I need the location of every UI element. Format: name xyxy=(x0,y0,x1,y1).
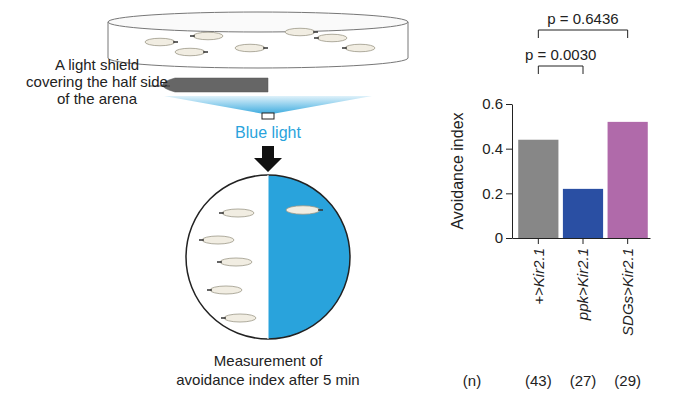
larva-head xyxy=(173,41,178,43)
light-label: Blue light xyxy=(235,124,301,141)
significance-bracket xyxy=(538,66,583,74)
arena-lit-half xyxy=(268,175,350,339)
x-tick-mark xyxy=(538,238,539,244)
larva-head xyxy=(313,31,318,33)
larva-body xyxy=(345,44,375,52)
light-source xyxy=(262,113,274,119)
sample-size: (27) xyxy=(570,372,597,389)
bar xyxy=(608,122,648,238)
significance-bracket xyxy=(538,30,627,38)
light-shield xyxy=(163,78,269,92)
larva-head xyxy=(217,261,222,263)
measurement-label-line: avoidance index after 5 min xyxy=(176,371,359,388)
larva-body xyxy=(175,48,205,56)
larva-head xyxy=(318,209,323,211)
larva-body xyxy=(145,38,175,46)
larva xyxy=(190,32,223,40)
y-tick-label: 0.2 xyxy=(482,185,503,202)
sample-sizes: (n) (43) (27) (29) xyxy=(463,372,641,389)
x-tick-label: SDGs>Kir2.1 xyxy=(619,248,636,336)
larva-head xyxy=(203,51,208,53)
figure: A light shieldcovering the half sideof t… xyxy=(0,0,686,396)
x-tick-mark xyxy=(583,238,584,244)
y-tick: 0 xyxy=(495,229,512,246)
x-tick: +>Kir2.1 xyxy=(530,238,547,305)
significance-label: p = 0.6436 xyxy=(547,10,618,27)
larva-head xyxy=(190,35,195,37)
shield-label: A light shieldcovering the half sideof t… xyxy=(26,56,168,107)
bar xyxy=(563,189,603,238)
larva xyxy=(285,28,318,36)
dish-top xyxy=(108,12,408,32)
x-axis-line xyxy=(513,238,651,239)
x-axis: +>Kir2.1 ppk>Kir2.1 SDGs>Kir2.1 xyxy=(513,238,651,336)
y-tick-mark xyxy=(506,149,512,150)
larva-head xyxy=(263,47,268,49)
larva xyxy=(219,209,254,217)
shield-label-line: of the arena xyxy=(57,90,138,107)
y-tick: 0.4 xyxy=(482,140,512,157)
diagram: A light shieldcovering the half sideof t… xyxy=(26,12,408,388)
y-tick-mark xyxy=(506,104,512,105)
larva-head xyxy=(342,47,347,49)
arrow xyxy=(254,146,282,172)
bar-chart: 0 0.2 0.4 0.6 Avoidance index +>Kir2.1 ppk>Kir… xyxy=(449,10,651,389)
larva-body xyxy=(285,28,315,36)
larva xyxy=(235,44,268,52)
larva xyxy=(314,34,347,42)
larva-head xyxy=(199,239,204,241)
larva-body xyxy=(210,286,242,294)
larva xyxy=(342,44,375,52)
y-tick-mark xyxy=(506,193,512,194)
larva xyxy=(221,314,256,322)
larva-body xyxy=(317,34,347,42)
annotations: p = 0.0030 p = 0.6436 xyxy=(525,10,628,74)
larva-head xyxy=(219,212,224,214)
larva-body xyxy=(224,314,256,322)
larva-body xyxy=(220,258,252,266)
larva xyxy=(199,236,234,244)
y-tick: 0.6 xyxy=(482,95,512,112)
larva-body xyxy=(202,236,234,244)
shield-label-line: covering the half side xyxy=(26,73,168,90)
arena xyxy=(186,175,350,339)
significance-label: p = 0.0030 xyxy=(525,46,596,63)
larva xyxy=(217,258,252,266)
sample-size: (43) xyxy=(525,372,552,389)
x-tick: SDGs>Kir2.1 xyxy=(619,238,636,336)
y-axis-line xyxy=(512,105,513,239)
larva-head xyxy=(314,37,319,39)
bars xyxy=(518,122,648,238)
bar xyxy=(518,140,558,238)
larva-head xyxy=(207,289,212,291)
larva-body xyxy=(235,44,265,52)
x-tick-label: +>Kir2.1 xyxy=(530,248,547,305)
sample-size-header: (n) xyxy=(463,372,481,389)
y-tick-label: 0.6 xyxy=(482,95,503,112)
x-tick: ppk>Kir2.1 xyxy=(574,238,591,321)
measurement-label-line: Measurement of xyxy=(214,352,323,369)
sample-size: (29) xyxy=(614,372,641,389)
larva xyxy=(145,38,178,46)
y-tick-mark xyxy=(506,238,512,239)
arena-divider xyxy=(268,175,269,339)
light-cone xyxy=(164,96,372,114)
y-tick-label: 0 xyxy=(495,229,503,246)
larva xyxy=(175,48,208,56)
larva xyxy=(286,206,323,215)
measurement-label: Measurement of avoidance index after 5 mi… xyxy=(176,352,359,388)
larva-body xyxy=(193,32,223,40)
y-tick: 0.2 xyxy=(482,185,512,202)
larva-head xyxy=(221,317,226,319)
larva-body xyxy=(222,209,254,217)
larva xyxy=(207,286,242,294)
x-tick-label: ppk>Kir2.1 xyxy=(574,248,591,321)
larva-body xyxy=(286,206,320,215)
y-axis: 0 0.2 0.4 0.6 xyxy=(482,95,512,246)
y-tick-label: 0.4 xyxy=(482,140,503,157)
shield-label-line: A light shield xyxy=(55,56,139,73)
x-tick-mark xyxy=(627,238,628,244)
y-axis-title: Avoidance index xyxy=(449,112,466,229)
